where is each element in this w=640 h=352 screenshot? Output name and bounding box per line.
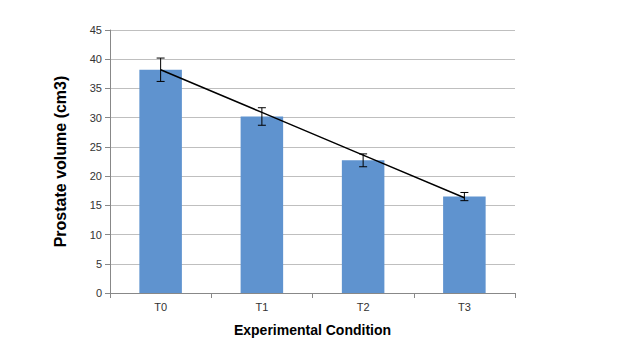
svg-text:T0: T0 <box>154 301 167 313</box>
svg-text:20: 20 <box>90 170 102 182</box>
svg-text:T1: T1 <box>255 301 268 313</box>
svg-text:25: 25 <box>90 141 102 153</box>
svg-text:5: 5 <box>96 258 102 270</box>
svg-text:Experimental Condition: Experimental Condition <box>234 322 391 338</box>
svg-text:0: 0 <box>96 287 102 299</box>
svg-text:30: 30 <box>90 112 102 124</box>
svg-text:10: 10 <box>90 229 102 241</box>
svg-text:Prostate volume (cm3): Prostate volume (cm3) <box>52 76 69 248</box>
svg-text:35: 35 <box>90 82 102 94</box>
svg-text:T2: T2 <box>357 301 370 313</box>
svg-text:40: 40 <box>90 53 102 65</box>
svg-text:T3: T3 <box>458 301 471 313</box>
svg-text:45: 45 <box>90 24 102 36</box>
svg-text:15: 15 <box>90 199 102 211</box>
